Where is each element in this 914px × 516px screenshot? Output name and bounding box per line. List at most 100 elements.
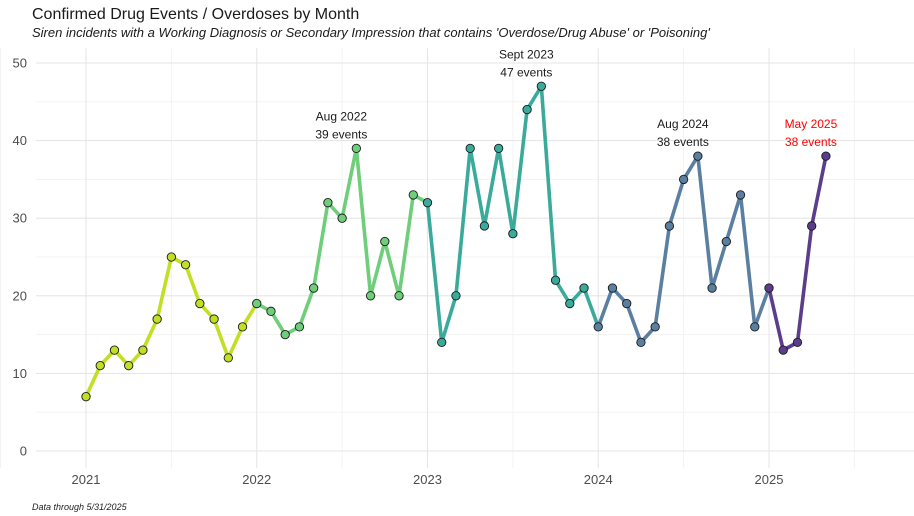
data-point [223,353,233,363]
series-line-segment [84,363,103,399]
annotation-label: 39 events [315,127,367,141]
data-point [664,221,675,231]
data-point [508,229,518,239]
series-line-segment [454,146,472,298]
series-line-segment [496,146,515,236]
annotation-label: May 2025 [785,117,838,131]
series-line-segment [738,193,757,329]
y-tick-label: 0 [20,444,27,459]
data-point [351,143,362,154]
data-point [451,291,461,301]
data-point [380,236,390,247]
series-line-segment [511,107,529,236]
annotation-label: 47 events [500,65,552,79]
data-point [607,283,618,293]
data-point [266,306,276,316]
annotation-label: Aug 2024 [657,117,709,131]
series-line-segment [439,293,458,345]
data-point [394,291,404,301]
data-point [408,190,418,200]
y-tick-label: 30 [13,211,27,226]
y-tick-label: 40 [13,133,27,148]
data-point [550,275,561,285]
data-point [81,392,91,402]
data-point [323,198,333,208]
series-line-segment [653,224,672,329]
data-point [180,260,191,270]
series-line-segment [539,84,558,283]
data-point [365,291,376,301]
series-line-segment [340,146,359,220]
data-point [124,360,134,371]
series-line-segment [354,146,373,298]
data-point [166,252,177,262]
data-point [735,190,746,200]
series-line-segment [311,200,330,290]
annotation-label: Aug 2022 [316,109,368,123]
data-point [807,221,817,231]
data-point [95,360,105,371]
data-point [622,298,632,309]
data-point [479,221,490,231]
data-point [138,345,148,355]
data-point [422,198,433,208]
series-line-segment [582,286,601,329]
plot-panel [36,48,914,468]
data-point [536,81,546,91]
series-line-segment [696,154,714,290]
x-tick-label: 2024 [584,472,613,487]
data-point [465,143,475,154]
annotation-label: 38 events [657,135,709,149]
data-point [593,322,603,332]
data-point [522,104,532,115]
series-line-segment [724,193,743,244]
data-point [707,283,717,293]
series-line-segment [141,317,159,352]
chart-caption: Data through 5/31/2025 [32,502,127,512]
data-point [294,322,305,332]
data-point [565,298,575,309]
data-point [778,345,788,355]
series-line-segment [155,255,174,321]
series-line-segment [368,239,387,298]
data-point [650,322,660,332]
series-line-segment [425,200,444,345]
chart-title: Confirmed Drug Events / Overdoses by Mon… [32,6,360,23]
x-tick-label: 2021 [72,472,101,487]
series-line-segment [767,286,786,352]
data-point [764,283,774,293]
data-point [579,283,589,293]
data-point [750,322,760,332]
data-point [792,337,803,348]
chart-subtitle: Siren incidents with a Working Diagnosis… [32,25,710,40]
series-line-segment [795,224,814,345]
data-point [152,314,162,324]
x-tick-label: 2025 [755,472,784,487]
data-point [437,337,447,348]
annotation-label: 38 events [785,135,837,149]
x-tick-label: 2022 [242,472,271,487]
series-line-segment [752,286,771,329]
y-tick-label: 10 [13,366,27,381]
x-tick-label: 2023 [413,472,442,487]
line-chart: 0 10 20 30 40 50 2021 2022 2023 2024 2025 Aug 2022 3… [0,47,914,487]
series-line-segment [297,286,316,329]
data-point [636,337,646,348]
data-point [678,174,689,185]
series-line-segment [809,154,828,228]
data-point [309,283,319,293]
series-line-segment [212,317,231,360]
series-line-segment [397,193,416,298]
series-line-segment [482,146,501,228]
series-line-segment [667,177,686,228]
data-point [821,151,831,161]
data-point [280,329,290,340]
series-line-segment [226,325,245,360]
data-point [721,236,731,247]
data-point [337,213,347,223]
data-point [693,151,703,161]
series-line-segment [710,239,729,290]
annotation-label: Sept 2023 [499,47,554,61]
data-point [109,345,120,355]
series-line-segment [624,301,643,345]
